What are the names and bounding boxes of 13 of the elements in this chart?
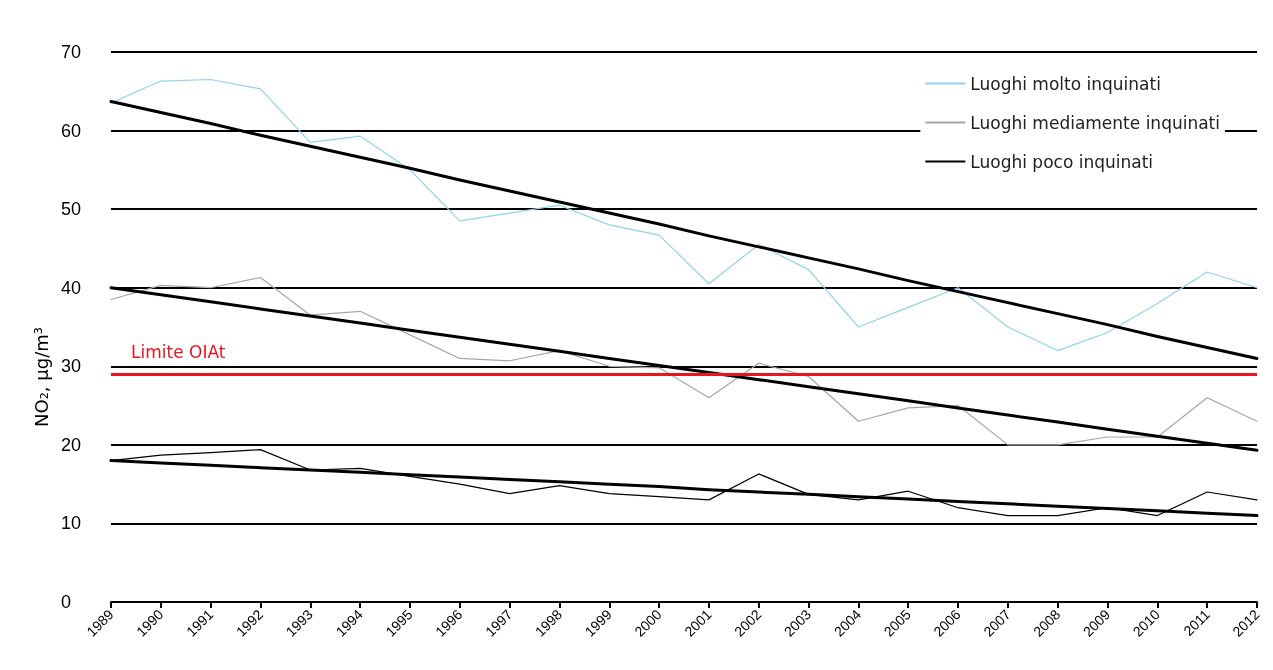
ref-line-label: Limite OIAt: [131, 341, 226, 362]
y-tick-label: 60: [61, 120, 82, 141]
y-tick-label: 10: [61, 513, 82, 534]
legend-label: Luoghi molto inquinati: [970, 73, 1161, 94]
legend-label: Luoghi mediamente inquinati: [970, 112, 1221, 133]
legend-label: Luoghi poco inquinati: [970, 151, 1154, 172]
y-tick-label: 70: [61, 42, 82, 62]
y-tick-label: 40: [61, 277, 82, 298]
y-axis-title: NO₂, µg/m³: [30, 327, 52, 427]
y-tick-label: 30: [61, 356, 82, 377]
y-tick-label: 20: [61, 434, 82, 455]
y-tick-label: 50: [61, 199, 82, 220]
y-tick-label: 0: [61, 592, 72, 612]
